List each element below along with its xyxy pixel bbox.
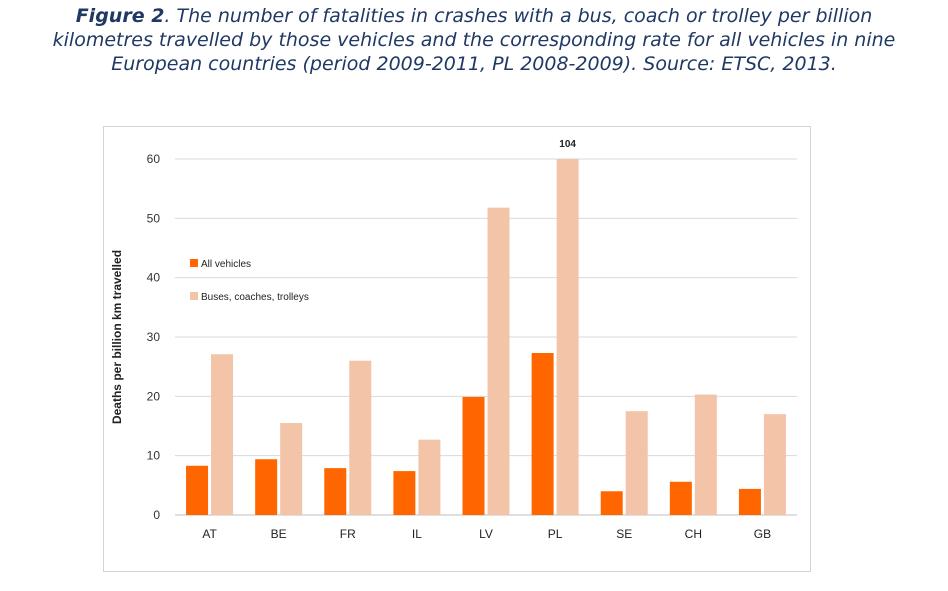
x-tick-label: CH bbox=[685, 527, 702, 541]
x-tick-label: IL bbox=[412, 527, 422, 541]
x-tick-label: PL bbox=[548, 527, 563, 541]
legend-swatch bbox=[190, 292, 198, 300]
legend-label: Buses, coaches, trolleys bbox=[201, 292, 309, 303]
data-label-pl-buses: 104 bbox=[559, 139, 576, 150]
bar-all-vehicles-il bbox=[393, 471, 416, 515]
bar-all-vehicles-lv bbox=[462, 396, 485, 515]
bar-all-vehicles-at bbox=[186, 465, 209, 515]
bar-all-vehicles-gb bbox=[738, 488, 761, 515]
bar-buses-lv bbox=[487, 207, 510, 516]
y-tick-label: 30 bbox=[147, 330, 161, 344]
y-tick-label: 20 bbox=[147, 389, 161, 403]
x-tick-label: FR bbox=[340, 527, 356, 541]
bar-all-vehicles-be bbox=[255, 459, 278, 515]
bar-buses-se bbox=[625, 411, 648, 515]
x-tick-label: GB bbox=[754, 527, 771, 541]
bar-buses-be bbox=[280, 423, 303, 515]
x-tick-label: BE bbox=[271, 527, 287, 541]
bars bbox=[186, 159, 786, 516]
bar-buses-gb bbox=[763, 414, 786, 515]
figure-caption-text: . The number of fatalities in crashes wi… bbox=[52, 5, 896, 75]
y-tick-label: 60 bbox=[147, 152, 161, 166]
legend-swatch bbox=[190, 259, 198, 267]
bar-buses-ch bbox=[694, 394, 717, 515]
bar-buses-fr bbox=[349, 360, 372, 515]
labels: 0 10 20 30 40 50 60 Deaths per billion km trave… bbox=[110, 139, 771, 541]
bar-all-vehicles-ch bbox=[669, 481, 692, 515]
bar-all-vehicles-pl bbox=[531, 353, 554, 515]
gridlines bbox=[175, 158, 797, 516]
bar-all-vehicles-se bbox=[600, 491, 623, 515]
y-tick-label: 50 bbox=[147, 211, 161, 225]
figure-caption: Figure 2. The number of fatalities in cr… bbox=[40, 4, 908, 76]
y-axis-label: Deaths per billion km travelled bbox=[110, 250, 124, 424]
bar-buses-pl bbox=[556, 159, 579, 515]
figure-label: Figure 2 bbox=[75, 5, 165, 27]
y-tick-label: 0 bbox=[153, 508, 160, 522]
y-tick-label: 10 bbox=[147, 449, 161, 463]
x-tick-label: AT bbox=[202, 527, 217, 541]
bar-buses-at bbox=[211, 354, 234, 515]
y-tick-label: 40 bbox=[147, 271, 161, 285]
x-tick-label: LV bbox=[479, 527, 493, 541]
bar-all-vehicles-fr bbox=[324, 468, 347, 515]
legend-label: All vehicles bbox=[201, 259, 251, 270]
bar-buses-il bbox=[418, 439, 441, 515]
x-tick-label: SE bbox=[616, 527, 632, 541]
